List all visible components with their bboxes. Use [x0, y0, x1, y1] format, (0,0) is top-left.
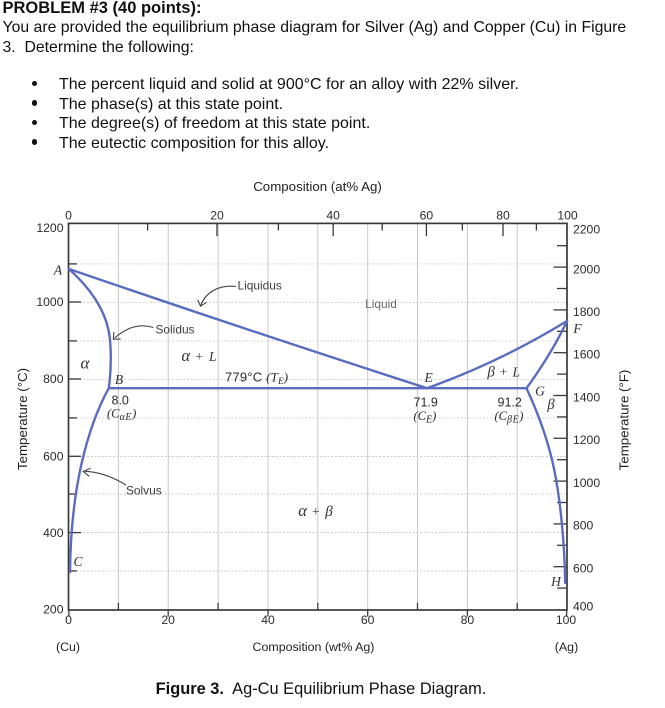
- svg-text:α + L: α + L: [181, 346, 217, 365]
- svg-text:71.9: 71.9: [414, 396, 438, 410]
- svg-text:600: 600: [43, 450, 64, 464]
- svg-text:(Cu): (Cu): [56, 640, 80, 654]
- svg-text:1000: 1000: [36, 295, 63, 309]
- svg-text:G: G: [535, 384, 545, 399]
- svg-text:α: α: [81, 354, 91, 373]
- svg-text:40: 40: [261, 613, 275, 627]
- svg-text:Temperature (°C): Temperature (°C): [15, 368, 30, 470]
- svg-text:200: 200: [43, 603, 64, 617]
- svg-text:Liquid: Liquid: [365, 297, 397, 311]
- svg-text:2000: 2000: [573, 263, 600, 277]
- svg-text:(Ag): (Ag): [555, 640, 578, 654]
- svg-text:1000: 1000: [573, 476, 600, 490]
- svg-text:Composition (at% Ag): Composition (at% Ag): [253, 179, 382, 194]
- svg-text:Liquidus: Liquidus: [238, 279, 282, 293]
- svg-text:1600: 1600: [573, 348, 600, 362]
- svg-text:0: 0: [65, 613, 72, 627]
- svg-text:Temperature (°F): Temperature (°F): [617, 370, 632, 471]
- svg-text:400: 400: [573, 600, 594, 614]
- svg-text:C: C: [73, 554, 83, 569]
- svg-text:0: 0: [65, 209, 72, 223]
- svg-text:8.0: 8.0: [112, 394, 129, 408]
- svg-text:779°C (TE): 779°C (TE): [225, 370, 288, 387]
- svg-text:(CαE): (CαE): [107, 407, 136, 424]
- svg-text:1400: 1400: [573, 391, 600, 405]
- svg-text:A: A: [53, 263, 63, 278]
- svg-text:60: 60: [420, 209, 434, 223]
- svg-text:F: F: [572, 321, 582, 336]
- svg-text:E: E: [423, 370, 433, 385]
- svg-text:B: B: [115, 372, 123, 387]
- svg-text:1200: 1200: [573, 433, 600, 447]
- svg-text:1800: 1800: [573, 305, 600, 319]
- svg-text:600: 600: [573, 562, 594, 576]
- svg-text:800: 800: [573, 519, 594, 533]
- svg-text:80: 80: [461, 613, 475, 627]
- svg-text:20: 20: [210, 209, 224, 223]
- svg-text:α + β: α + β: [298, 501, 333, 520]
- svg-text:91.2: 91.2: [498, 396, 522, 410]
- svg-text:400: 400: [43, 526, 64, 540]
- svg-text:β: β: [546, 397, 555, 413]
- svg-text:100: 100: [557, 209, 578, 223]
- svg-text:β + L: β + L: [486, 365, 520, 381]
- svg-text:40: 40: [326, 209, 340, 223]
- svg-text:2200: 2200: [573, 223, 600, 237]
- svg-text:1200: 1200: [36, 221, 63, 235]
- svg-text:H: H: [550, 574, 562, 589]
- svg-text:80: 80: [496, 209, 510, 223]
- svg-text:100: 100: [556, 613, 577, 627]
- svg-text:Solidus: Solidus: [156, 323, 195, 337]
- svg-text:800: 800: [43, 372, 64, 386]
- svg-text:(CβE): (CβE): [495, 409, 524, 426]
- svg-text:Composition (wt% Ag): Composition (wt% Ag): [253, 640, 375, 654]
- svg-text:60: 60: [361, 613, 375, 627]
- svg-text:Solvus: Solvus: [126, 484, 162, 498]
- svg-text:(CE): (CE): [414, 409, 437, 426]
- svg-text:20: 20: [161, 613, 175, 627]
